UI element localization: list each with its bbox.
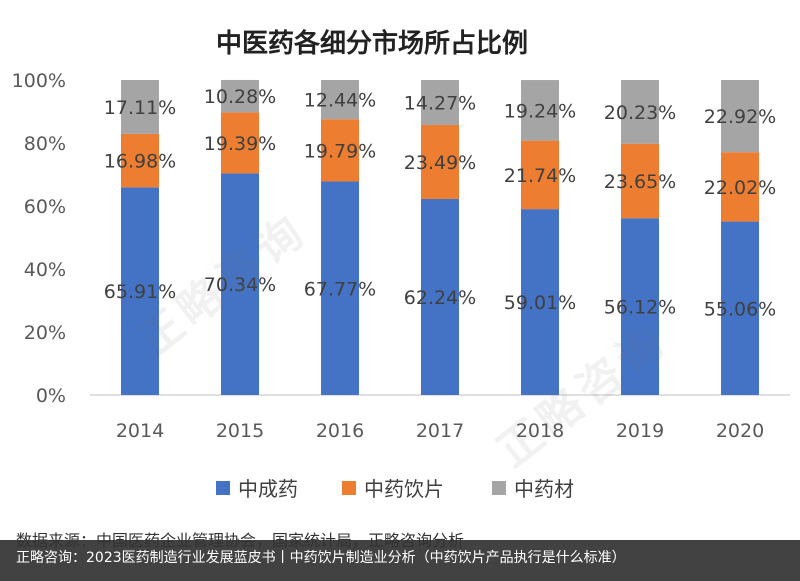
bar-segment: [321, 80, 359, 120]
x-tick-label: 2015: [216, 420, 264, 442]
bar-segment: [721, 221, 759, 395]
y-tick-label: 40%: [24, 259, 66, 281]
y-tick-label: 0%: [36, 385, 66, 407]
data-label: 70.34%: [204, 274, 276, 296]
y-tick-label: 20%: [24, 322, 66, 344]
data-label: 21.74%: [504, 165, 576, 187]
bar-segment: [721, 80, 759, 153]
footer-bar: [0, 540, 800, 581]
y-tick-label: 80%: [24, 133, 66, 155]
bars: 65.91% 16.98% 17.11% 70.34% 19.39% 10.28% 67.7…: [104, 79, 776, 395]
footer-caption: 正略咨询：2023医药制造行业发展蓝皮书丨中药饮片制造业分析（中药饮片产品执行是…: [16, 550, 626, 566]
source-note: 数据来源：中国医药企业管理协会，国家统计局，正略咨询分析: [16, 531, 465, 550]
data-label: 67.77%: [304, 278, 376, 300]
x-tick-label: 2018: [516, 420, 564, 442]
bar-segment: [521, 209, 559, 395]
y-axis: 0% 20% 40% 60% 80% 100%: [12, 70, 66, 407]
data-label: 56.12%: [604, 297, 676, 319]
data-label: 59.01%: [504, 292, 576, 314]
x-axis: 2014 2015 2016 2017 2018 2019 2020: [116, 420, 764, 442]
bar-segment: [721, 152, 759, 222]
data-label: 12.44%: [304, 90, 376, 112]
bar-segment: [421, 198, 459, 395]
data-label: 55.06%: [704, 298, 776, 320]
x-tick-label: 2014: [116, 420, 164, 442]
bar-segment: [321, 181, 359, 395]
y-tick-label: 60%: [24, 196, 66, 218]
bar-segment: [121, 80, 159, 134]
bar-segment: [621, 80, 659, 144]
legend-label: 中药材: [514, 477, 574, 501]
legend-swatch: [216, 481, 230, 495]
bar-segment: [421, 80, 459, 125]
data-label: 62.24%: [404, 287, 476, 309]
bar-segment: [221, 173, 259, 395]
legend: 中成药 中药饮片 中药材: [216, 477, 574, 501]
data-label: 16.98%: [104, 151, 176, 173]
data-label: 65.91%: [104, 281, 176, 303]
legend-label: 中药饮片: [364, 477, 444, 501]
legend-swatch: [342, 481, 356, 495]
x-tick-label: 2017: [416, 420, 464, 442]
data-label: 20.23%: [604, 102, 676, 124]
x-tick-label: 2019: [616, 420, 664, 442]
data-label: 14.27%: [404, 92, 476, 114]
legend-swatch: [492, 481, 506, 495]
data-label: 23.65%: [604, 171, 676, 193]
bar-segment: [121, 187, 159, 395]
data-label: 19.39%: [204, 133, 276, 155]
bar-segment: [521, 80, 559, 141]
data-label: 22.02%: [704, 177, 776, 199]
chart-title: 中医药各细分市场所占比例: [216, 28, 528, 59]
data-label: 19.24%: [504, 100, 576, 122]
y-tick-label: 100%: [12, 70, 66, 92]
bar-segment: [621, 143, 659, 219]
bar-segment: [221, 112, 259, 174]
bar-segment: [221, 79, 259, 113]
bar-segment: [321, 119, 359, 182]
bar-segment: [421, 124, 459, 199]
data-label: 19.79%: [304, 140, 376, 162]
data-label: 23.49%: [404, 152, 476, 174]
x-tick-label: 2020: [716, 420, 764, 442]
bar-segment: [121, 133, 159, 188]
data-label: 10.28%: [204, 86, 276, 108]
data-label: 17.11%: [104, 97, 176, 119]
bar-segment: [521, 140, 559, 210]
bar-segment: [621, 218, 659, 395]
legend-label: 中成药: [238, 477, 298, 501]
data-label: 22.92%: [704, 106, 776, 128]
x-tick-label: 2016: [316, 420, 364, 442]
